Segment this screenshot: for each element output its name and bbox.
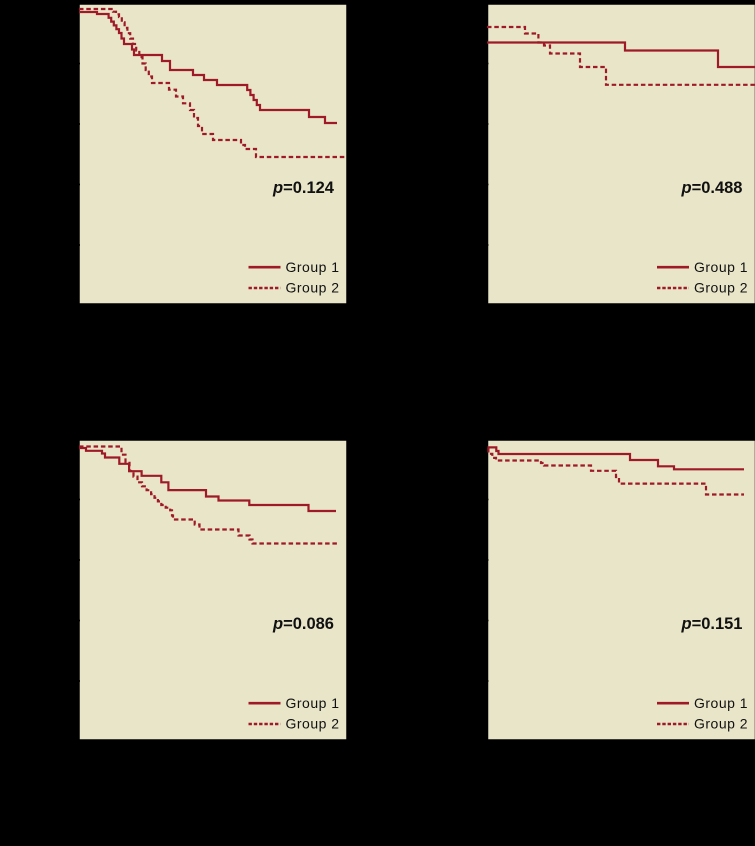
svg-text:Group 2: Group 2 (286, 280, 340, 296)
svg-text:Group 1: Group 1 (694, 695, 748, 711)
svg-text:p=0.151: p=0.151 (680, 615, 742, 633)
svg-text:Group 1: Group 1 (286, 259, 340, 275)
svg-text:p=0.124: p=0.124 (272, 179, 335, 197)
svg-text:p=0.488: p=0.488 (680, 179, 742, 197)
svg-text:Group 2: Group 2 (286, 716, 340, 732)
svg-text:p=0.086: p=0.086 (272, 615, 334, 633)
svg-text:Group 2: Group 2 (694, 716, 748, 732)
svg-text:Group 2: Group 2 (694, 280, 748, 296)
svg-text:Group 1: Group 1 (694, 259, 748, 275)
svg-text:Group 1: Group 1 (286, 695, 340, 711)
